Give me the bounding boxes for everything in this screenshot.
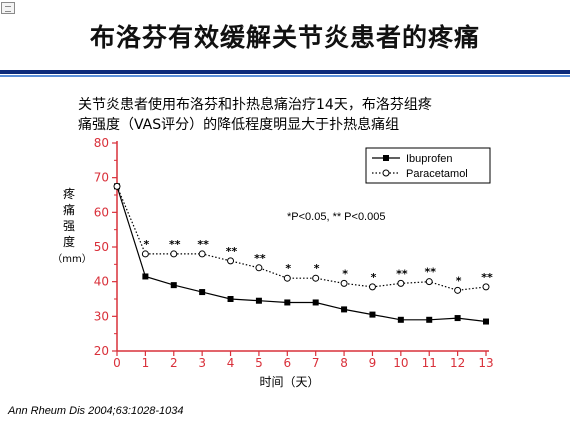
y-tick-label: 80 [94,136,109,150]
slide-title: 布洛芬有效缓解关节炎患者的疼痛 [89,23,480,52]
data-point-paracetamol [454,286,462,294]
data-point-paracetamol [255,264,263,272]
x-tick-label: 2 [170,356,178,370]
x-tick-label: 7 [312,356,320,370]
data-point-ibuprofen [284,299,291,306]
data-point-paracetamol [482,283,490,291]
data-point-ibuprofen [397,316,404,323]
data-point-ibuprofen [227,296,234,302]
x-tick-label: 3 [198,356,206,370]
y-axis-label-char: 疼 [63,186,75,201]
citation: Ann Rheum Dis 2004;63:1028-1034 [8,405,184,417]
significance-marker: ** [396,267,408,280]
y-axis-label-char: 度 [63,234,75,249]
x-axis-label: 时间（天） [259,375,319,389]
x-tick-label: 13 [478,356,493,370]
y-tick-label: 30 [94,309,109,323]
data-point-ibuprofen [426,316,433,323]
slide-corner-icon [1,2,15,14]
x-tick-label: 10 [393,356,408,370]
y-axis-label-char: 痛 [63,202,75,217]
header-rule [0,70,570,74]
data-point-paracetamol [113,182,121,190]
significance-marker: * [144,238,150,251]
significance-marker: ** [226,245,238,258]
x-tick-label: 9 [369,356,377,370]
data-point-paracetamol [170,250,178,258]
data-point-ibuprofen [255,297,262,304]
y-axis-label-char: 强 [63,219,75,233]
data-point-ibuprofen [483,318,489,325]
y-tick-label: 70 [94,171,109,185]
data-point-ibuprofen [142,273,149,280]
significance-marker: * [285,262,291,275]
data-point-paracetamol [198,250,206,258]
significance-marker: ** [424,266,436,279]
x-tick-label: 1 [142,356,150,370]
significance-marker: ** [254,252,266,265]
legend-marker [383,155,389,161]
x-tick-label: 8 [340,356,348,370]
header-rule-accent [0,75,570,77]
y-axis-label-char: （mm） [52,253,91,265]
y-tick-label: 20 [94,344,109,358]
data-point-paracetamol [283,274,291,282]
data-point-paracetamol [312,274,320,282]
significance-marker: ** [169,238,181,251]
x-tick-label: 11 [422,356,437,370]
data-point-ibuprofen [454,315,461,322]
series-line-paracetamol [116,186,487,291]
x-tick-label: 0 [113,356,121,370]
data-point-ibuprofen [312,299,319,306]
y-tick-label: 40 [94,275,109,289]
p-value-annotation: *P<0.05, ** P<0.005 [287,211,385,223]
legend-label: Paracetamol [406,168,468,180]
series-line-ibuprofen [116,186,487,323]
significance-marker: ** [197,238,209,251]
y-tick-label: 60 [94,205,109,219]
subtitle-line-2: 痛强度（VAS评分）的降低程度明显大于扑热息痛组 [78,117,400,133]
x-tick-label: 4 [227,356,235,370]
x-tick-label: 6 [283,356,291,370]
subtitle-line-1: 关节炎患者使用布洛芬和扑热息痛治疗14天，布洛芬组疼 [78,97,432,113]
legend-box [365,147,491,184]
significance-marker: ** [481,271,493,284]
data-point-paracetamol [397,279,405,287]
legend-marker [382,169,390,177]
data-point-ibuprofen [369,311,376,318]
x-tick-label: 12 [450,356,465,370]
data-point-paracetamol [425,278,433,286]
significance-marker: * [371,271,377,284]
significance-marker: * [314,262,320,275]
slide-subtitle: 关节炎患者使用布洛芬和扑热息痛治疗14天，布洛芬组疼 痛强度（VAS评分）的降低… [78,95,548,135]
data-point-paracetamol [340,279,348,287]
data-point-paracetamol [141,250,149,258]
legend-label: Ibuprofen [406,153,452,165]
data-point-ibuprofen [341,306,348,313]
data-point-ibuprofen [170,282,177,289]
significance-marker: * [342,267,348,280]
y-tick-label: 50 [94,240,109,254]
x-tick-label: 5 [255,356,263,370]
data-point-paracetamol [368,283,376,291]
data-point-paracetamol [227,257,235,265]
data-point-ibuprofen [199,289,206,296]
significance-marker: * [456,274,462,287]
